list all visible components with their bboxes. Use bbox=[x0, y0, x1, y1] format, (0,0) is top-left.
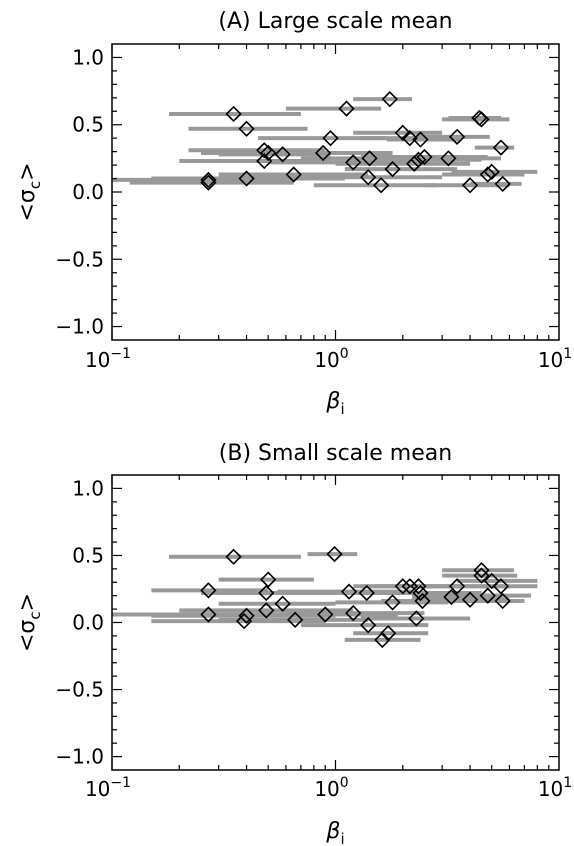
y-tick-label: −1.0 bbox=[55, 315, 104, 339]
y-tick-label: −1.0 bbox=[55, 745, 104, 769]
y-tick-label: −0.5 bbox=[55, 678, 104, 702]
data-point bbox=[287, 611, 304, 628]
data-point bbox=[285, 166, 302, 183]
data-point bbox=[380, 625, 397, 642]
data-point bbox=[494, 175, 511, 193]
x-tick-label: 10−1 bbox=[85, 346, 131, 372]
data-point bbox=[258, 602, 275, 619]
data-point bbox=[384, 594, 401, 611]
y-tick-label: 0.0 bbox=[72, 611, 104, 635]
data-point bbox=[492, 139, 510, 156]
x-axis-label: βi bbox=[325, 819, 344, 846]
data-point bbox=[314, 144, 332, 162]
data-point bbox=[494, 592, 511, 610]
y-axis-label: <σc> bbox=[15, 593, 44, 652]
x-tick-label: 10−1 bbox=[85, 775, 131, 801]
x-tick-label: 101 bbox=[538, 346, 572, 372]
data-point bbox=[345, 604, 362, 622]
data-point bbox=[410, 578, 427, 595]
data-point bbox=[374, 631, 391, 649]
chart-panel-b: (B) Small scale mean 1.0 0.5 0.0 −0.5 −1.0 10−… bbox=[15, 441, 572, 846]
data-point bbox=[238, 170, 255, 187]
chart-title: (A) Large scale mean bbox=[218, 9, 452, 34]
data-point bbox=[408, 610, 425, 627]
data-point bbox=[258, 584, 275, 602]
data-point bbox=[372, 177, 390, 194]
x-tick-label: 100 bbox=[314, 775, 348, 801]
y-tick-label: 1.0 bbox=[72, 476, 104, 500]
x-tick-label: 100 bbox=[314, 346, 348, 372]
data-point bbox=[461, 591, 479, 608]
data-point bbox=[448, 128, 466, 145]
data-point bbox=[440, 150, 457, 167]
data-point bbox=[200, 174, 217, 191]
data-point bbox=[473, 567, 490, 584]
chart-panel-a: (A) Large scale mean 1.0 0.5 0.0 −0.5 −1.0 10−… bbox=[15, 9, 572, 418]
y-tick-label: −0.5 bbox=[55, 247, 104, 271]
data-point bbox=[238, 607, 255, 624]
data-point bbox=[256, 142, 273, 159]
data-point bbox=[483, 572, 500, 590]
data-point bbox=[406, 155, 423, 172]
y-tick-label: 0.5 bbox=[72, 543, 104, 567]
data-point bbox=[274, 595, 291, 612]
data-point bbox=[401, 130, 418, 147]
data-point bbox=[225, 105, 242, 123]
data-point bbox=[384, 160, 401, 178]
data-point bbox=[360, 617, 377, 634]
data-point bbox=[414, 592, 431, 610]
data-point bbox=[394, 124, 411, 141]
data-point bbox=[340, 583, 358, 600]
data-point bbox=[358, 584, 375, 602]
data-point bbox=[200, 606, 217, 623]
data-point bbox=[200, 171, 217, 189]
data-point bbox=[274, 146, 291, 163]
data-point bbox=[256, 152, 273, 170]
data-point bbox=[345, 154, 362, 171]
chart-title: (B) Small scale mean bbox=[219, 441, 452, 466]
data-point bbox=[410, 151, 427, 168]
data-point bbox=[479, 166, 496, 183]
x-tick-label: 101 bbox=[538, 775, 572, 801]
data-point bbox=[412, 584, 429, 602]
data-point bbox=[461, 177, 479, 194]
y-tick-label: 1.0 bbox=[72, 45, 104, 69]
data-point bbox=[235, 613, 253, 630]
data-point bbox=[317, 606, 334, 623]
y-axis-label: <σc> bbox=[15, 162, 44, 221]
data-point bbox=[394, 578, 411, 595]
data-point bbox=[260, 144, 277, 162]
data-point bbox=[448, 578, 466, 595]
plot-frame bbox=[111, 43, 560, 341]
data-point bbox=[483, 163, 500, 180]
data-point bbox=[360, 169, 377, 186]
data-point bbox=[326, 545, 343, 563]
y-tick-label: 0.5 bbox=[72, 113, 104, 137]
data-point bbox=[361, 150, 378, 167]
data-point bbox=[238, 120, 255, 137]
data-point bbox=[338, 100, 355, 117]
data-point bbox=[473, 562, 490, 579]
data-point bbox=[443, 588, 460, 606]
data-point bbox=[381, 91, 398, 108]
data-point bbox=[492, 578, 510, 595]
x-axis-label: βi bbox=[325, 389, 344, 418]
data-point bbox=[471, 109, 488, 127]
data-point bbox=[479, 587, 496, 604]
data-point bbox=[200, 582, 217, 599]
data-point bbox=[416, 148, 433, 166]
data-point bbox=[322, 130, 339, 147]
data-point bbox=[260, 571, 277, 588]
data-point bbox=[225, 548, 242, 565]
y-tick-label: 0.0 bbox=[72, 180, 104, 204]
data-point bbox=[412, 131, 429, 148]
